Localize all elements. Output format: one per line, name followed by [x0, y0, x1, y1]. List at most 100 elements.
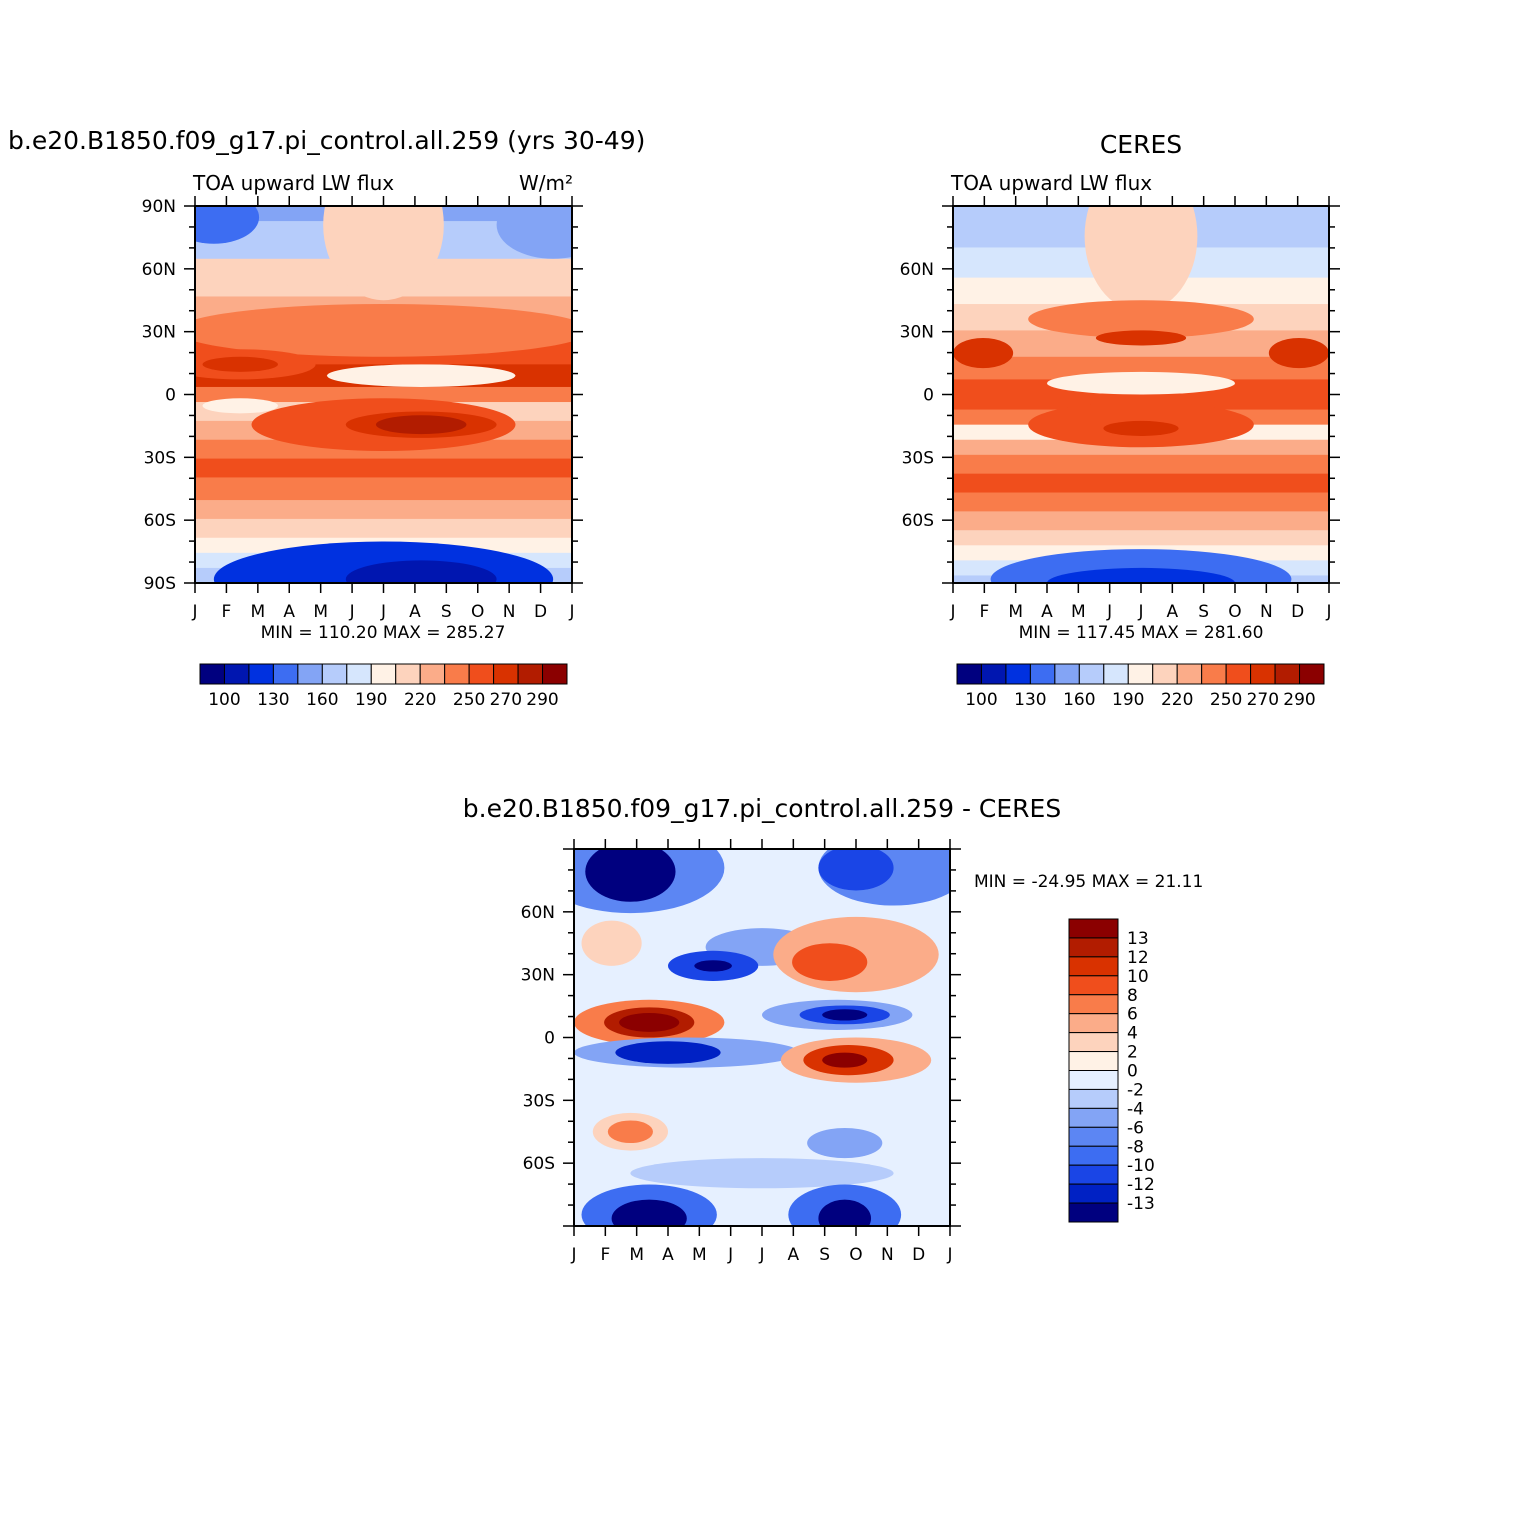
- p3-contour: [615, 1041, 721, 1064]
- p1-contour: [326, 364, 516, 387]
- colorbar-label: -12: [1127, 1175, 1155, 1195]
- p3-contour: [581, 920, 642, 966]
- y-tick-label: 60N: [900, 260, 934, 280]
- x-tick-label: J: [758, 1245, 764, 1265]
- panel-diff: b.e20.B1850.f09_g17.pi_control.all.259 -…: [463, 794, 1204, 1265]
- x-tick-label: F: [979, 602, 989, 622]
- x-tick-label: N: [1260, 602, 1273, 622]
- p2-band: [953, 473, 1329, 494]
- colorbar-box: [1068, 994, 1119, 1015]
- y-tick-label: 30S: [144, 448, 176, 468]
- colorbar-label: 160: [306, 690, 338, 710]
- colorbar-box: [1152, 663, 1178, 685]
- p3-contour: [607, 1120, 653, 1144]
- x-tick-label: J: [349, 602, 355, 622]
- p3-contour: [611, 1199, 687, 1226]
- p2-contour: [1268, 337, 1329, 369]
- colorbar-label: 250: [453, 690, 485, 710]
- p1-band: [195, 386, 572, 404]
- p1-contour: [323, 206, 444, 301]
- colorbar-label: 0: [1127, 1062, 1138, 1082]
- p1-contour: [345, 560, 497, 583]
- colorbar-box: [1068, 1145, 1119, 1166]
- x-tick-label: D: [534, 602, 547, 622]
- colorbar-label: 2: [1127, 1043, 1138, 1063]
- colorbar-label: 220: [404, 690, 436, 710]
- colorbar-box: [1068, 1070, 1119, 1090]
- colorbar-box: [272, 663, 299, 685]
- colorbar-label: 4: [1127, 1024, 1138, 1044]
- colorbar-box: [297, 663, 323, 685]
- p1-contour: [202, 398, 278, 414]
- colorbar-box: [370, 663, 397, 685]
- colorbar-box: [1068, 1051, 1119, 1071]
- colorbar-box: [980, 663, 1007, 685]
- colorbar-box: [1068, 937, 1119, 958]
- p1-band: [195, 500, 572, 520]
- x-tick-label: M: [692, 1245, 707, 1265]
- colorbar-box: [321, 663, 348, 685]
- x-tick-label: S: [441, 602, 452, 622]
- x-tick-label: O: [849, 1245, 862, 1265]
- p3-contour: [818, 849, 894, 891]
- panel-diff-y-axis: 60N 30N 0 30S 60S: [521, 848, 961, 1227]
- colorbar-label: 270: [1247, 690, 1279, 710]
- x-tick-label: F: [222, 602, 232, 622]
- colorbar-box: [199, 663, 225, 685]
- colorbar-label: -6: [1127, 1118, 1144, 1138]
- panel-model-units: W/m²: [519, 171, 573, 195]
- colorbar-box: [1068, 1107, 1119, 1128]
- x-tick-label: O: [471, 602, 484, 622]
- panel-obs-title: CERES: [1100, 130, 1182, 159]
- p3-contour: [822, 1009, 868, 1021]
- p3-contour: [818, 1199, 872, 1226]
- p3-contour: [807, 1127, 883, 1159]
- colorbar-box: [1005, 663, 1031, 685]
- colorbar-box: [1054, 663, 1080, 685]
- x-tick-label: D: [912, 1245, 925, 1265]
- x-tick-label: O: [1228, 602, 1241, 622]
- panel-diff-stats: MIN = -24.95 MAX = 21.11: [974, 872, 1203, 892]
- colorbar-label: 250: [1210, 690, 1242, 710]
- panel-diff-title: b.e20.B1850.f09_g17.pi_control.all.259 -…: [463, 794, 1061, 823]
- colorbar-box: [248, 663, 274, 685]
- p2-band: [953, 530, 1329, 547]
- colorbar-box: [1176, 663, 1203, 685]
- p1-contour: [195, 206, 260, 244]
- colorbar-box: [1274, 663, 1301, 685]
- x-tick-label: M: [629, 1245, 644, 1265]
- colorbar-label: 190: [355, 690, 387, 710]
- p3-contour: [792, 943, 868, 981]
- p1-band: [195, 477, 572, 502]
- colorbar-box: [1225, 663, 1252, 685]
- x-tick-label: M: [1008, 602, 1023, 622]
- colorbar-box: [956, 663, 982, 685]
- p2-band: [953, 356, 1329, 381]
- x-tick-label: J: [946, 1245, 952, 1265]
- colorbar-box: [1299, 663, 1325, 685]
- p1-contour: [202, 356, 278, 372]
- x-tick-label: J: [1137, 602, 1143, 622]
- panel-model: b.e20.B1850.f09_g17.pi_control.all.259 (…: [8, 126, 645, 710]
- p3-contour: [822, 1052, 868, 1068]
- y-tick-label: 0: [165, 386, 176, 406]
- y-tick-label: 60S: [144, 511, 176, 531]
- colorbar-label: 190: [1112, 690, 1144, 710]
- y-tick-label: 90N: [142, 197, 176, 217]
- colorbar-label: 6: [1127, 1005, 1138, 1025]
- x-tick-label: M: [250, 602, 265, 622]
- x-tick-label: M: [313, 602, 328, 622]
- colorbar-box: [1068, 975, 1119, 996]
- p2-band: [953, 439, 1329, 456]
- p3-contour: [619, 1012, 680, 1032]
- x-tick-label: J: [191, 602, 197, 622]
- colorbar-box: [1068, 1202, 1119, 1223]
- colorbar-box: [346, 663, 372, 685]
- colorbar-label: 100: [965, 690, 997, 710]
- p2-band: [953, 454, 1329, 475]
- panel-model-field: [195, 206, 572, 583]
- colorbar-label: 12: [1127, 948, 1149, 968]
- colorbar-label: -8: [1127, 1137, 1144, 1157]
- p3-contour: [694, 960, 732, 972]
